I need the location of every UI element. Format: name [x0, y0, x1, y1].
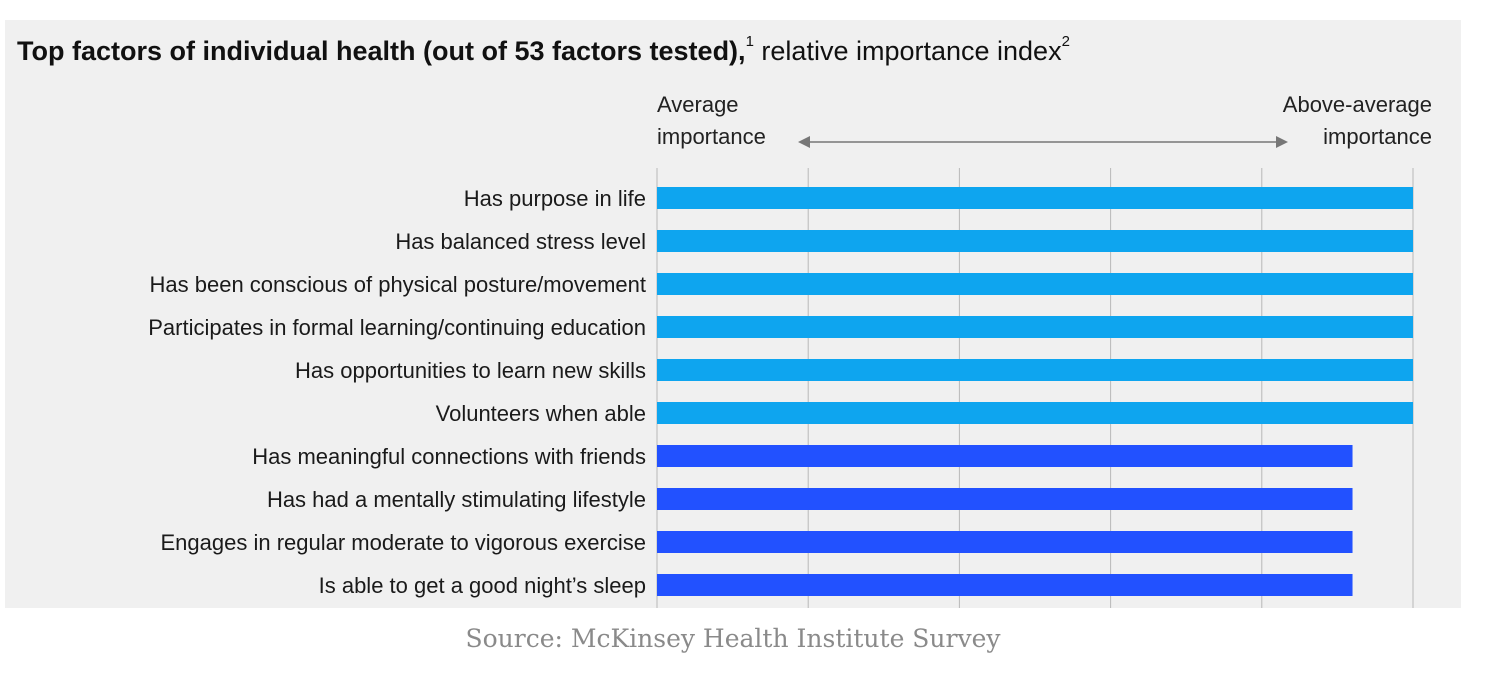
category-label: Has had a mentally stimulating lifestyle	[267, 487, 646, 512]
bar	[657, 574, 1353, 596]
bar	[657, 531, 1353, 553]
scale-label-average: Average importance	[657, 89, 766, 153]
source-note: Source: McKinsey Health Institute Survey	[465, 624, 1001, 653]
bar	[657, 359, 1413, 381]
bar	[657, 488, 1353, 510]
bar	[657, 187, 1413, 209]
bar	[657, 230, 1413, 252]
bars	[657, 187, 1413, 596]
scale-left-line1: Average	[657, 92, 739, 117]
scale-left-line2: importance	[657, 124, 766, 149]
bar	[657, 273, 1413, 295]
category-label: Volunteers when able	[436, 401, 646, 426]
chart-title: Top factors of individual health (out of…	[17, 33, 1070, 67]
category-label: Has been conscious of physical posture/m…	[150, 272, 646, 297]
title-footnote-2: 2	[1061, 33, 1070, 50]
arrow-left-head	[798, 136, 810, 148]
category-label: Has purpose in life	[464, 186, 646, 211]
bar	[657, 402, 1413, 424]
scale-right-line1: Above-average	[1282, 92, 1432, 117]
title-subtitle: relative importance index	[761, 36, 1062, 66]
importance-arrow	[798, 136, 1288, 148]
title-bold: Top factors of individual health (out of…	[17, 36, 746, 66]
arrow-right-head	[1276, 136, 1288, 148]
category-labels: Has purpose in life Has balanced stress l…	[148, 186, 646, 598]
scale-right-line2: importance	[1323, 124, 1432, 149]
title-footnote-1: 1	[745, 33, 754, 50]
bar	[657, 445, 1353, 467]
category-label: Is able to get a good night’s sleep	[319, 573, 646, 598]
bar	[657, 316, 1413, 338]
category-label: Has meaningful connections with friends	[252, 444, 646, 469]
category-label: Engages in regular moderate to vigorous …	[161, 530, 647, 555]
category-label: Has balanced stress level	[395, 229, 646, 254]
category-label: Participates in formal learning/continui…	[148, 315, 646, 340]
category-label: Has opportunities to learn new skills	[295, 358, 646, 383]
scale-label-above-average: Above-average importance	[1222, 89, 1432, 153]
